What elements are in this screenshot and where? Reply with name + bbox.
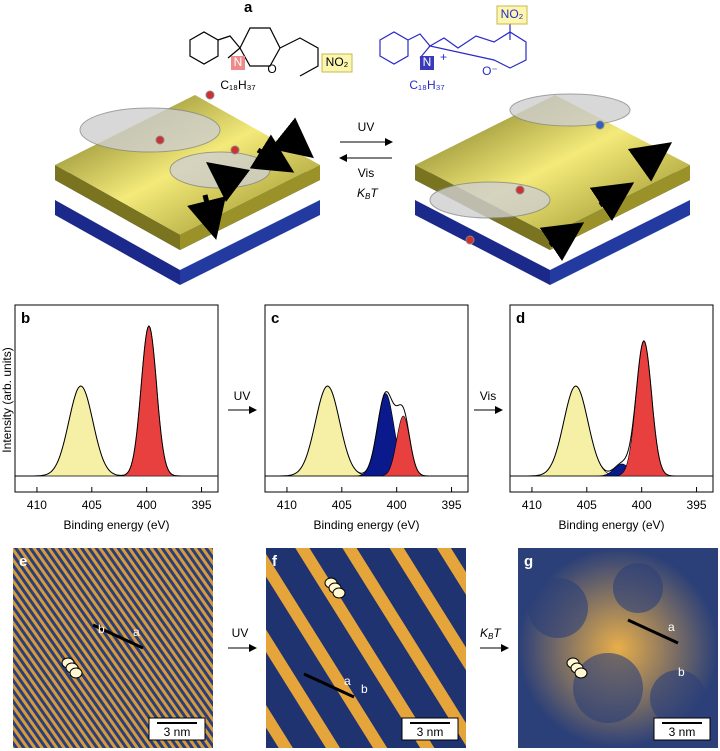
stm-feature xyxy=(528,578,588,638)
motion-arrows xyxy=(187,117,673,262)
x-tick-label: 410 xyxy=(522,498,542,512)
molecule-marker xyxy=(69,667,83,679)
molecule-marker xyxy=(332,587,346,599)
x-tick-label: 395 xyxy=(442,498,462,512)
x-axis-label: Binding energy (eV) xyxy=(63,518,169,532)
scale-label: 3 nm xyxy=(669,725,696,739)
lattice-label: b xyxy=(98,622,105,636)
step-label: KBT xyxy=(480,626,502,641)
x-tick-label: 400 xyxy=(387,498,407,512)
lattice-label: a xyxy=(344,674,351,688)
envelope xyxy=(510,340,712,477)
kt-main: K xyxy=(480,626,489,640)
stm-image xyxy=(266,548,466,748)
atom-label: O xyxy=(267,62,276,76)
x-tick-label: 400 xyxy=(632,498,652,512)
lattice-line xyxy=(303,672,355,699)
x-tick-label: 405 xyxy=(82,498,102,512)
x-tick-label: 395 xyxy=(192,498,212,512)
kt-sub: B xyxy=(488,632,494,641)
merocyanine xyxy=(379,22,527,69)
group-label: NO₂ xyxy=(326,55,349,69)
kt-main: K xyxy=(357,186,366,200)
n-highlight xyxy=(420,56,434,70)
panel-label: g xyxy=(524,553,533,570)
group-label: NO₂ xyxy=(501,7,524,21)
panel-label: a xyxy=(244,0,253,16)
lattice-label: b xyxy=(678,665,685,679)
lattice-line xyxy=(92,623,144,650)
atom-label: O⁻ xyxy=(482,64,498,78)
scale-label: 3 nm xyxy=(417,725,444,739)
panel-label: f xyxy=(272,553,278,570)
plot-frame xyxy=(264,304,469,493)
chain-label: C₁₈H₃₇ xyxy=(409,78,444,92)
atom-label: N xyxy=(234,55,243,69)
lattice-label: a xyxy=(133,625,140,639)
no2-highlight xyxy=(321,53,353,73)
plot-frame xyxy=(14,304,219,493)
n-highlight xyxy=(231,56,245,70)
stm-feature xyxy=(613,563,663,613)
atom-label: N xyxy=(423,55,432,69)
plot-frame xyxy=(509,304,714,493)
x-axis-label: Binding energy (eV) xyxy=(558,518,664,532)
charge-label: + xyxy=(440,50,447,64)
y-axis-label: Intensity (arb. units) xyxy=(0,347,14,452)
chain-label: C₁₈H₃₇ xyxy=(220,78,255,92)
x-tick-label: 410 xyxy=(27,498,47,512)
step-label: Vis xyxy=(480,389,496,403)
panel-label: e xyxy=(19,553,27,570)
panel-label: d xyxy=(516,310,525,327)
molecule-marker xyxy=(574,667,588,679)
kt-sub: B xyxy=(365,192,371,201)
stm-image xyxy=(13,548,213,748)
envelope xyxy=(265,385,467,477)
panel-label: b xyxy=(21,310,30,327)
stm-feature xyxy=(573,653,643,723)
step-label: KBT xyxy=(357,186,379,201)
stm-feature xyxy=(650,670,706,726)
lattice-label: a xyxy=(668,620,675,634)
x-axis-label: Binding energy (eV) xyxy=(313,518,419,532)
panel-label: c xyxy=(271,310,279,327)
no2-highlight xyxy=(496,5,528,25)
step-label: UV xyxy=(358,120,375,134)
spiropyran xyxy=(189,27,319,77)
lattice-line xyxy=(627,618,679,645)
step-label: UV xyxy=(234,389,251,403)
x-tick-label: 410 xyxy=(277,498,297,512)
x-tick-label: 395 xyxy=(687,498,707,512)
x-tick-label: 405 xyxy=(577,498,597,512)
envelope xyxy=(15,325,217,477)
x-tick-label: 405 xyxy=(332,498,352,512)
step-label: UV xyxy=(232,626,249,640)
scale-label: 3 nm xyxy=(164,725,191,739)
lattice-label: b xyxy=(361,682,368,696)
kt-rest: T xyxy=(370,186,379,200)
kt-rest: T xyxy=(493,626,502,640)
step-label: Vis xyxy=(358,166,374,180)
x-tick-label: 400 xyxy=(137,498,157,512)
